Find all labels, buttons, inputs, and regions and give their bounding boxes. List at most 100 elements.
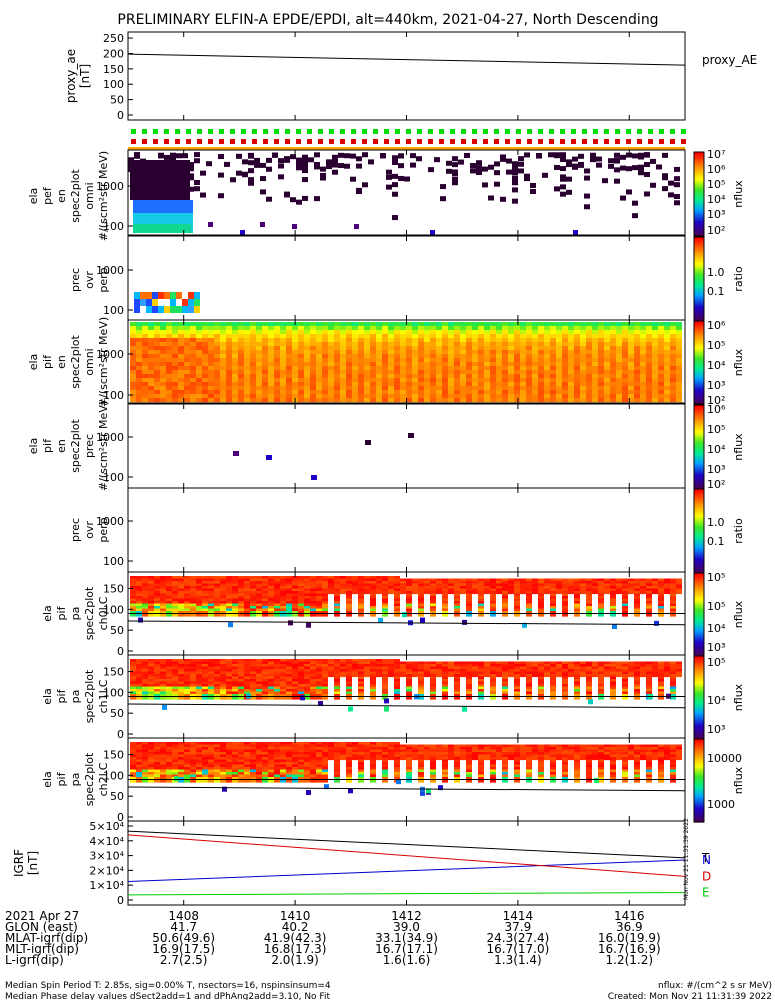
pef-omni-colorbar-cell	[694, 168, 704, 172]
pif-omni-cell	[400, 382, 406, 387]
pif-omni-cell	[496, 350, 502, 355]
pif-omni-colorbar-cell	[694, 335, 704, 339]
pif-omni-cell	[460, 346, 466, 351]
pif-omni-cell	[454, 374, 460, 379]
pif-omni-cell	[238, 390, 244, 395]
pa-ch1lc-colorbar-cell	[694, 656, 704, 659]
pif-omni-cell	[520, 374, 526, 379]
pif-omni-cell	[658, 338, 664, 343]
pif-omni-cell	[556, 354, 562, 359]
pif-omni-cell	[532, 338, 538, 343]
pif-omni-cell	[178, 398, 184, 403]
pif-omni-cell	[298, 390, 304, 395]
pif-omni-cell	[310, 386, 316, 391]
pif-omni-cell	[676, 354, 682, 359]
pif-omni-cell	[328, 350, 334, 355]
pif-omni-cell	[652, 342, 658, 347]
pif-omni-cell	[550, 374, 556, 379]
pif-omni-cell	[400, 366, 406, 371]
pif-omni-cell	[172, 322, 178, 327]
pif-omni-cell	[556, 338, 562, 343]
pif-omni-cell	[190, 382, 196, 387]
pif-omni-cell	[412, 322, 418, 327]
pif-omni-cell	[418, 354, 424, 359]
pif-omni-cell	[544, 326, 550, 331]
pef-omni-cell	[386, 169, 392, 175]
pif-omni-cell	[466, 370, 472, 375]
pif-omni-cell	[214, 378, 220, 383]
pif-omni-cell	[574, 350, 580, 355]
pif-omni-cell	[232, 390, 238, 395]
pif-omni-cell	[370, 322, 376, 327]
pef-omni-colorbar-cell	[694, 229, 704, 233]
pif-omni-cell	[268, 370, 274, 375]
pif-omni-cell	[418, 370, 424, 375]
pif-omni-cell	[652, 326, 658, 331]
pif-omni-cell	[502, 346, 508, 351]
pif-omni-cell	[232, 370, 238, 375]
pif-omni-cell	[214, 366, 220, 371]
pif-ratio-colorbar-cell	[694, 543, 704, 547]
pif-omni-cell	[334, 354, 340, 359]
pif-prec-colorbar-cell	[694, 411, 704, 414]
pif-omni-cell	[298, 378, 304, 383]
pif-omni-cell	[160, 338, 166, 343]
pif-omni-cell	[496, 374, 502, 379]
pif-omni-cell	[514, 366, 520, 371]
pif-omni-cell	[184, 366, 190, 371]
pif-omni-cell	[424, 330, 430, 335]
pif-omni-cell	[412, 394, 418, 399]
pif-omni-cell	[664, 398, 670, 403]
proxy-ae-line	[127, 53, 686, 66]
pif-omni-cell	[250, 358, 256, 363]
pif-omni-cell	[346, 378, 352, 383]
pif-omni-cell	[646, 354, 652, 359]
pif-omni-cell	[388, 322, 394, 327]
pif-omni-cell	[478, 354, 484, 359]
pif-ratio-colorbar-cell	[694, 499, 704, 503]
pif-omni-cell	[670, 334, 676, 339]
pif-omni-cell	[256, 386, 262, 391]
pif-omni-cell	[370, 326, 376, 331]
pif-omni-cell	[304, 350, 310, 355]
pif-omni-cell	[208, 346, 214, 351]
pef-ratio-colorbar-cell	[694, 306, 704, 309]
pif-omni-cell	[592, 390, 598, 395]
status-dot-red	[593, 139, 598, 144]
pa-ch1lc-ylabel: pa	[69, 690, 82, 704]
pa-ch0lc-cell	[424, 588, 430, 595]
pif-omni-cell	[328, 346, 334, 351]
pif-omni-cell	[130, 390, 136, 395]
pif-omni-cell	[178, 330, 184, 335]
pif-omni-cell	[352, 346, 358, 351]
pif-omni-cell	[310, 326, 316, 331]
pif-omni-colorbar-cell	[694, 391, 704, 395]
pef-ratio-colorbar-cell	[694, 279, 704, 282]
pef-omni-cell	[578, 161, 584, 167]
pif-prec-colorbar-cell	[694, 444, 704, 448]
pif-omni-cell	[424, 346, 430, 351]
pif-omni-colorbar-cell	[694, 385, 704, 388]
pif-omni-cell	[352, 334, 358, 339]
pif-omni-cell	[328, 394, 334, 399]
pif-omni-cell	[178, 382, 184, 387]
pif-omni-cell	[274, 354, 280, 359]
pa-ch1lc-cell	[628, 671, 634, 678]
pif-omni-cell	[310, 370, 316, 375]
pa-ch1lc-cell	[508, 671, 514, 678]
pif-omni-cell	[430, 374, 436, 379]
pif-omni-cell	[400, 338, 406, 343]
pif-omni-cell	[394, 330, 400, 335]
pif-omni-cell	[298, 354, 304, 359]
pif-omni-cell	[238, 366, 244, 371]
pif-omni-cell	[550, 398, 556, 403]
pif-omni-cell	[484, 390, 490, 395]
pif-omni-cell	[490, 350, 496, 355]
pif-omni-cell	[130, 394, 136, 399]
pif-omni-cell	[160, 390, 166, 395]
proxy-ae-ytick-label: 200	[103, 47, 124, 60]
pif-omni-cell	[490, 362, 496, 367]
pif-omni-cell	[664, 370, 670, 375]
pif-omni-cell	[658, 398, 664, 403]
pef-omni-cell	[674, 166, 680, 172]
